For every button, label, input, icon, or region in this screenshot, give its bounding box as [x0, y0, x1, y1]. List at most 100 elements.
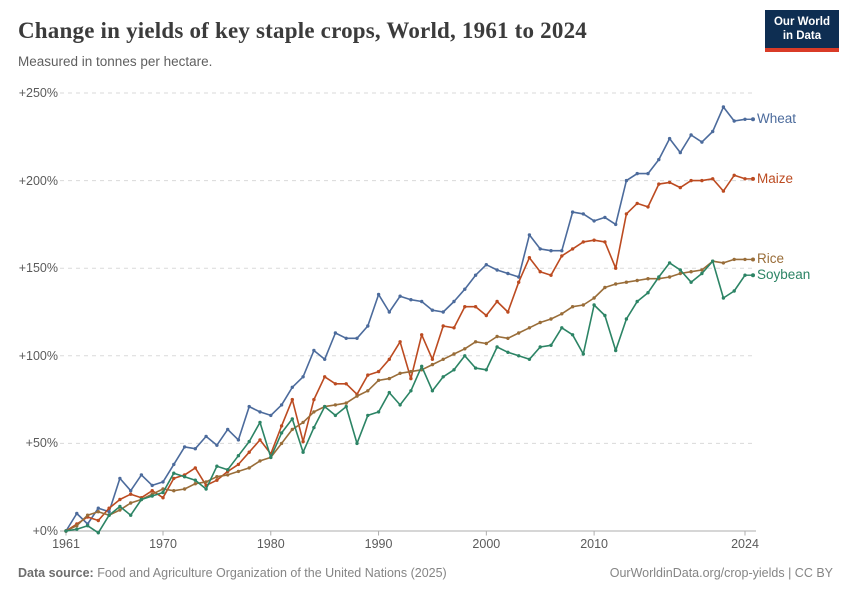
data-point-maize-2010: [592, 238, 596, 242]
data-point-rice-1963: [85, 513, 90, 517]
data-point-maize-1979: [258, 438, 262, 442]
data-point-wheat-2024: [743, 117, 747, 122]
data-point-maize-2021: [711, 177, 715, 181]
data-point-wheat-2012: [614, 222, 618, 227]
series-label-wheat[interactable]: Wheat: [757, 111, 797, 127]
owid-logo-line2: in Data: [782, 29, 822, 42]
data-point-maize-2004: [527, 256, 532, 260]
data-point-wheat-1979: [258, 410, 262, 414]
data-point-maize-2017: [667, 180, 672, 185]
data-point-wheat-2016: [657, 157, 661, 162]
data-point-rice-2015: [646, 277, 650, 281]
data-point-wheat-2017: [667, 136, 672, 141]
data-point-soybean-2012: [614, 348, 618, 353]
data-point-soybean-1994: [420, 364, 424, 368]
data-point-wheat-1968: [139, 473, 144, 477]
data-point-rice-2002: [506, 336, 510, 340]
owid-logo[interactable]: Our World in Data: [764, 10, 839, 52]
data-point-wheat-1973: [193, 447, 197, 451]
data-point-wheat-2007: [560, 249, 564, 253]
data-point-rice-1992: [398, 371, 402, 375]
data-point-soybean-1983: [301, 450, 305, 454]
label-dot-maize: [751, 176, 755, 181]
data-point-wheat-1970: [161, 480, 165, 484]
data-point-maize-2015: [646, 205, 650, 209]
data-point-wheat-1996: [441, 310, 445, 314]
data-point-maize-1997: [452, 326, 456, 330]
data-point-soybean-1990: [376, 410, 381, 414]
data-point-soybean-1964: [96, 531, 101, 535]
data-point-wheat-1990: [376, 292, 381, 297]
data-point-soybean-1982: [290, 417, 294, 421]
data-point-rice-1998: [463, 347, 467, 351]
data-point-rice-1993: [409, 369, 413, 374]
data-point-soybean-1984: [312, 425, 316, 430]
data-point-soybean-1997: [452, 368, 456, 372]
data-point-maize-2024: [743, 177, 747, 181]
data-point-rice-2000: [484, 341, 488, 346]
data-point-maize-2019: [689, 178, 693, 183]
data-point-soybean-2022: [721, 296, 726, 300]
data-point-maize-1981: [279, 424, 284, 428]
data-point-wheat-2021: [711, 129, 715, 134]
data-point-wheat-1995: [430, 308, 435, 312]
data-point-soybean-1978: [247, 439, 251, 444]
data-point-maize-1990: [376, 369, 381, 374]
data-point-soybean-2006: [549, 343, 553, 347]
series-label-soybean[interactable]: Soybean: [757, 267, 811, 283]
data-point-maize-2002: [506, 310, 510, 314]
data-point-wheat-1994: [420, 299, 424, 304]
data-point-rice-2011: [603, 285, 607, 290]
data-point-maize-1975: [215, 478, 219, 482]
footer-separator: |: [784, 566, 795, 580]
data-point-wheat-2003: [517, 275, 521, 279]
data-point-maize-1985: [323, 375, 327, 379]
data-point-wheat-1975: [215, 443, 219, 447]
data-point-soybean-2013: [624, 317, 629, 321]
data-point-soybean-1971: [172, 471, 176, 475]
data-point-wheat-1981: [279, 403, 284, 407]
data-point-soybean-1996: [441, 375, 445, 379]
data-point-wheat-1976: [226, 427, 230, 432]
data-point-soybean-2015: [646, 291, 650, 295]
chart-footer: Data source: Food and Agriculture Organi…: [18, 566, 833, 580]
data-point-soybean-2001: [495, 345, 499, 349]
data-point-rice-2004: [527, 326, 532, 330]
data-point-wheat-2023: [732, 119, 736, 123]
data-point-rice-1996: [441, 357, 445, 361]
data-point-maize-2022: [721, 189, 726, 193]
data-point-wheat-1971: [172, 462, 176, 467]
data-point-rice-1973: [193, 482, 197, 486]
data-point-wheat-1988: [355, 336, 359, 340]
data-point-soybean-1988: [355, 441, 359, 446]
series-label-rice[interactable]: Rice: [757, 251, 785, 267]
license-badge: CC BY: [794, 566, 833, 580]
footer-link[interactable]: OurWorldinData.org/crop-yields: [609, 566, 785, 580]
series-line-rice: [65, 258, 745, 532]
data-point-soybean-1962: [75, 527, 79, 531]
data-point-maize-1994: [420, 333, 424, 337]
series-label-maize[interactable]: Maize: [757, 170, 794, 186]
data-point-wheat-1965: [107, 510, 111, 514]
data-point-soybean-1965: [107, 513, 111, 517]
data-point-rice-1974: [204, 480, 208, 484]
data-point-soybean-2016: [657, 275, 661, 279]
data-point-wheat-1991: [387, 310, 391, 314]
data-point-wheat-1993: [409, 298, 413, 302]
data-point-maize-2011: [603, 240, 607, 244]
data-point-rice-2003: [517, 331, 521, 335]
data-point-rice-2017: [667, 275, 672, 279]
data-point-wheat-2010: [592, 219, 596, 223]
data-point-rice-2012: [614, 282, 618, 286]
data-point-rice-2008: [570, 305, 575, 309]
data-point-soybean-2020: [700, 271, 704, 276]
data-point-maize-2014: [635, 201, 639, 206]
x-tick-label-2010: 2010: [580, 537, 609, 551]
data-point-wheat-2004: [527, 233, 532, 237]
data-point-maize-1966: [118, 497, 122, 502]
data-point-maize-1973: [193, 466, 197, 470]
data-point-soybean-1993: [409, 389, 413, 393]
data-point-wheat-1962: [75, 511, 79, 516]
